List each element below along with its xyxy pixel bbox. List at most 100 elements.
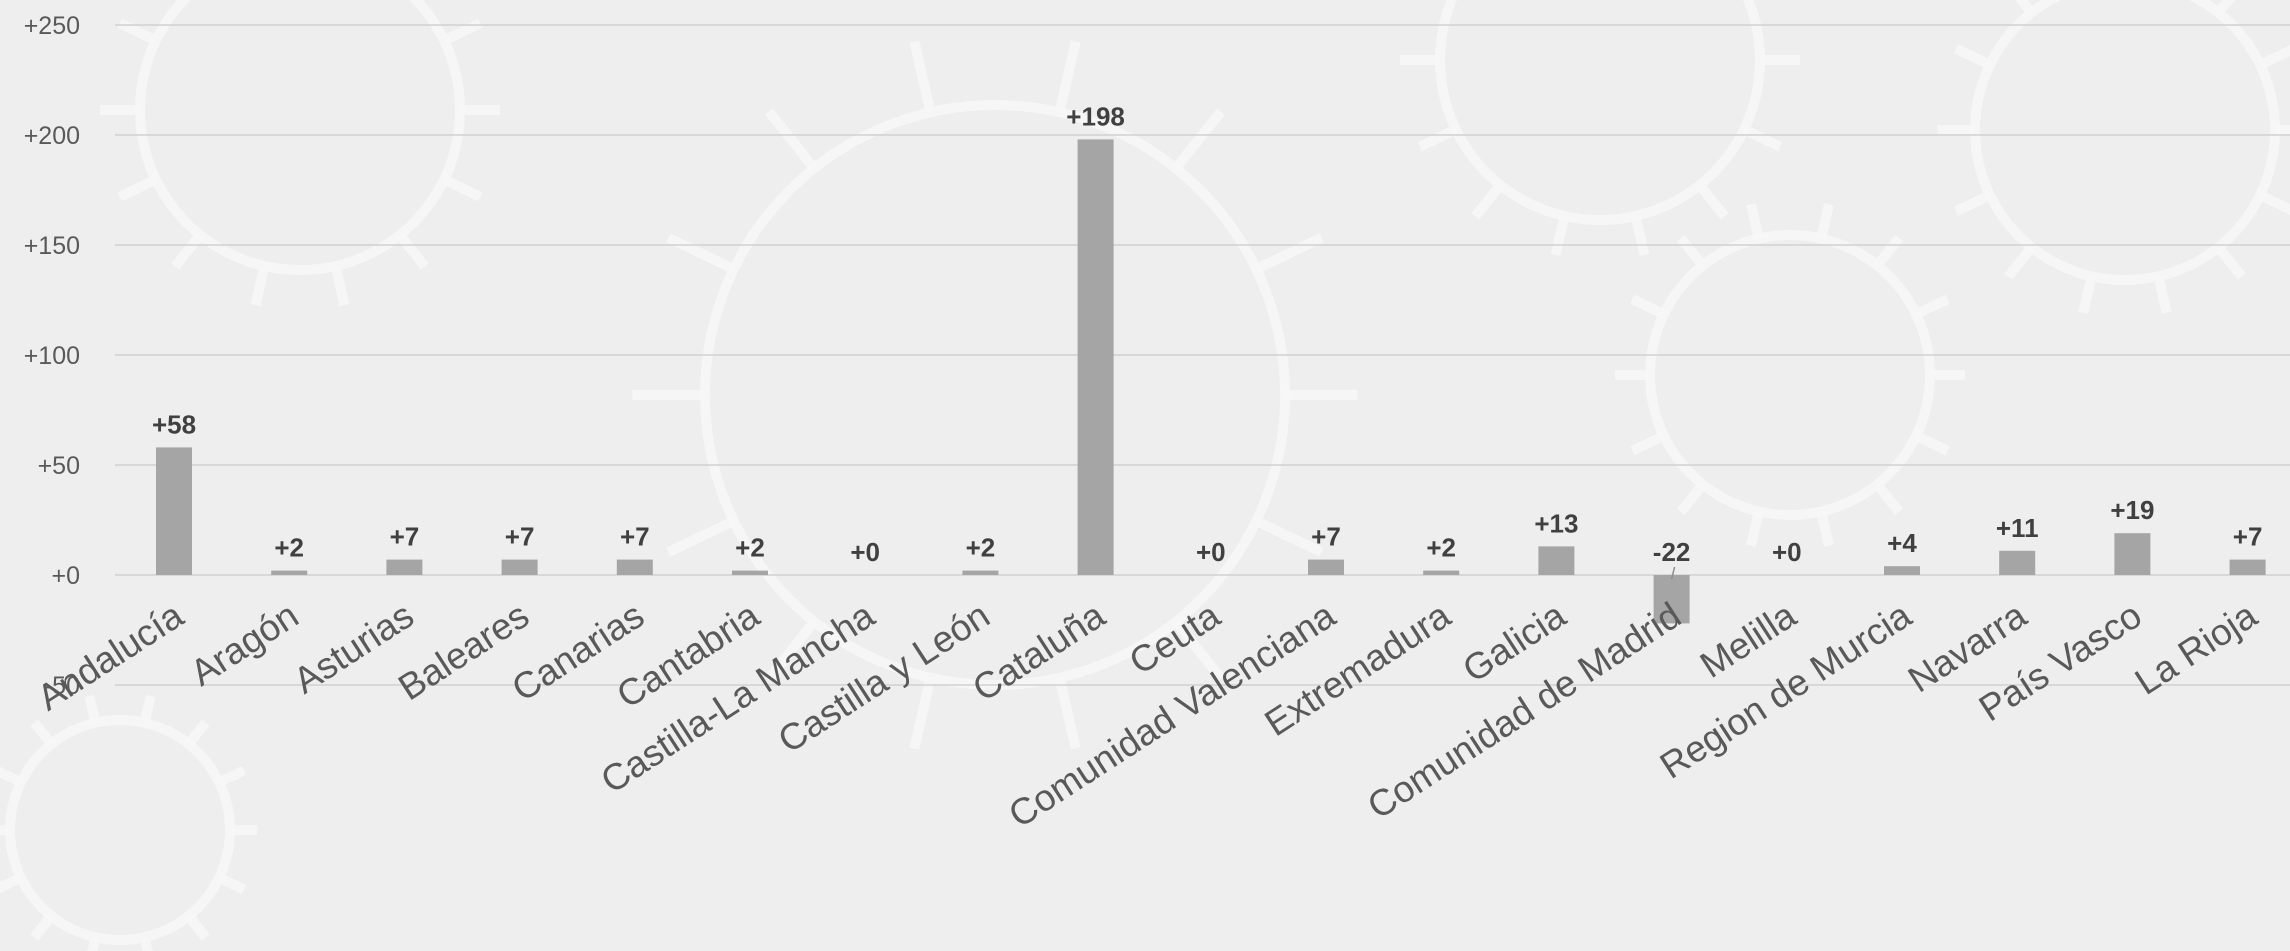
virus-watermark-spike bbox=[1741, 124, 1783, 152]
data-label: +0 bbox=[850, 537, 880, 567]
data-label: +0 bbox=[1772, 537, 1802, 567]
virus-watermark-spike bbox=[0, 873, 24, 894]
virus-watermark-spike bbox=[666, 233, 736, 274]
virus-watermark-spike bbox=[216, 765, 247, 787]
virus-watermark-spike bbox=[1171, 618, 1225, 682]
bar bbox=[1653, 575, 1690, 624]
y-tick-label: -50 bbox=[44, 672, 80, 700]
virus-watermark-spike bbox=[1630, 294, 1667, 319]
virus-watermark-spike bbox=[395, 231, 429, 270]
virus-watermark-spike bbox=[1913, 431, 1950, 456]
bar bbox=[616, 559, 653, 575]
data-label-leader bbox=[1670, 566, 1676, 580]
virus-watermark-spike bbox=[250, 264, 270, 307]
virus-watermark-spike bbox=[0, 766, 24, 787]
category-label: Cataluña bbox=[965, 594, 1112, 709]
virus-watermark-spike bbox=[2257, 190, 2290, 216]
virus-watermark-spike bbox=[330, 264, 350, 307]
virus-watermark-spike bbox=[2078, 275, 2097, 314]
data-label: +2 bbox=[274, 533, 304, 563]
virus-watermark-spike bbox=[1550, 214, 1570, 257]
virus-watermark-spike bbox=[1676, 481, 1707, 515]
bar bbox=[2229, 559, 2266, 575]
category-labels: AndalucíaAragónAsturiasBalearesCanariasC… bbox=[30, 594, 2264, 836]
virus-watermark-spike bbox=[184, 719, 210, 748]
data-label: +7 bbox=[620, 522, 650, 552]
data-label: +2 bbox=[1426, 533, 1456, 563]
bars bbox=[156, 139, 2266, 624]
y-tick-label: +200 bbox=[24, 122, 80, 150]
virus-watermark-spike bbox=[184, 912, 210, 941]
category-label: La Rioja bbox=[2128, 594, 2265, 703]
virus-watermark-shape bbox=[1645, 230, 1935, 520]
data-label: +198 bbox=[1066, 101, 1125, 131]
y-tick-label: +150 bbox=[24, 232, 80, 260]
virus-watermark-spike bbox=[30, 719, 56, 748]
virus-watermark-spike bbox=[765, 108, 819, 172]
category-label: Aragón bbox=[183, 594, 305, 693]
data-label: +0 bbox=[1196, 537, 1226, 567]
gridlines bbox=[115, 24, 2290, 686]
virus-watermark-spike bbox=[30, 912, 56, 941]
bar bbox=[1884, 566, 1920, 575]
bar bbox=[501, 559, 538, 575]
data-label: +19 bbox=[2110, 495, 2154, 525]
virus-watermark-spike bbox=[1254, 233, 1324, 274]
y-tick-label: +100 bbox=[24, 342, 80, 370]
virus-watermark-spike bbox=[1054, 40, 1081, 114]
data-label: +7 bbox=[505, 522, 535, 552]
virus-watermark-spike bbox=[1873, 235, 1904, 269]
virus-watermark-spike bbox=[1953, 190, 1993, 216]
y-axis-tick-labels: -50 +0 +50 +100 +150 +200 +250 bbox=[24, 12, 80, 700]
bar bbox=[1308, 559, 1344, 575]
virus-watermark-spike bbox=[666, 516, 736, 557]
virus-watermark-spike bbox=[1695, 181, 1729, 220]
bar bbox=[271, 570, 308, 575]
virus-watermark-spike bbox=[2014, 0, 2036, 16]
virus-watermark-spike bbox=[216, 873, 247, 895]
virus-watermark-spike bbox=[1816, 510, 1834, 547]
data-label: +7 bbox=[1311, 522, 1341, 552]
virus-watermark-spike bbox=[1054, 676, 1081, 750]
virus-watermark-shape bbox=[1435, 0, 1765, 225]
virus-watermark-spike bbox=[441, 18, 483, 46]
y-tick-label: +0 bbox=[51, 562, 80, 590]
virus-watermark-spike bbox=[1676, 235, 1707, 269]
bar bbox=[156, 447, 192, 575]
bar bbox=[386, 559, 423, 575]
virus-watermark-spike bbox=[1746, 203, 1764, 240]
data-label: +13 bbox=[1534, 508, 1578, 538]
virus-watermark-spike bbox=[2004, 244, 2036, 280]
data-label: -22 bbox=[1653, 537, 1691, 567]
data-label: +7 bbox=[390, 522, 420, 552]
bar bbox=[1077, 139, 1114, 575]
virus-watermark-spike bbox=[1630, 214, 1650, 257]
virus-watermark-spike bbox=[1746, 510, 1764, 547]
virus-watermark-spike bbox=[909, 676, 936, 750]
virus-watermark-spike bbox=[1913, 294, 1950, 319]
bar bbox=[732, 570, 768, 575]
virus-watermark-spike bbox=[139, 936, 153, 951]
bar bbox=[962, 570, 999, 575]
bar bbox=[2114, 533, 2151, 575]
virus-watermark-shape bbox=[1970, 0, 2280, 285]
virus-watermark-spike bbox=[117, 174, 159, 202]
virus-watermark-spike bbox=[1171, 108, 1225, 172]
virus-watermark-spike bbox=[909, 40, 936, 114]
virus-watermark-spike bbox=[171, 231, 205, 270]
virus-watermark-spike bbox=[1953, 44, 1993, 70]
virus-watermark-spike bbox=[765, 618, 819, 682]
category-label: Andalucía bbox=[30, 594, 191, 718]
data-labels: +58 +2 +7 +7 +7 +2 +0 +2 +198 +0 +7 +2 +13 -22 +0 +4 +11… bbox=[152, 101, 2263, 580]
virus-watermark-spike bbox=[2214, 244, 2246, 280]
virus-watermark-spike bbox=[2153, 275, 2172, 314]
virus-watermark-spike bbox=[117, 18, 159, 46]
virus-watermark-spike bbox=[2257, 44, 2290, 70]
virus-watermark-spike bbox=[441, 174, 483, 202]
data-label: +7 bbox=[2233, 522, 2263, 552]
bar bbox=[1538, 546, 1575, 575]
virus-watermark-spike bbox=[139, 694, 156, 724]
virus-watermark-spike bbox=[1630, 431, 1667, 456]
